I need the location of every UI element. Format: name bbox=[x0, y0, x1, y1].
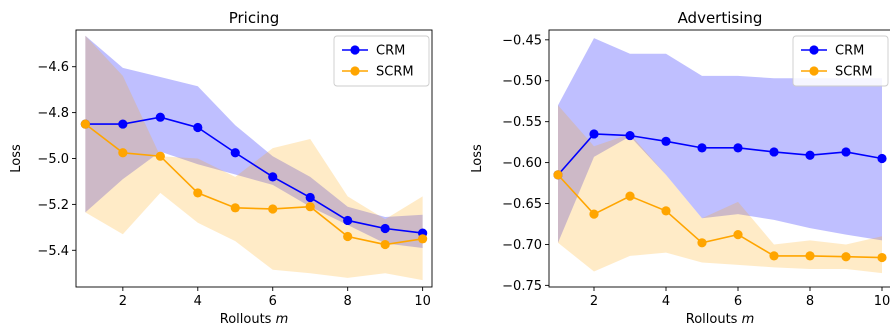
x-tick-label: 6 bbox=[269, 294, 277, 309]
axes-frame bbox=[548, 29, 890, 288]
y-tick-label: −4.6 bbox=[37, 60, 69, 75]
y-tick-label: −5.0 bbox=[37, 152, 69, 167]
data-point-crm bbox=[193, 122, 203, 133]
legend: CRM SCRM bbox=[792, 35, 889, 87]
data-point-scrm bbox=[733, 230, 743, 240]
legend-label-crm: CRM bbox=[835, 44, 864, 59]
series-band-crm bbox=[85, 35, 423, 248]
series-line-crm bbox=[557, 133, 883, 176]
legend: CRM SCRM bbox=[333, 35, 430, 87]
series-line-scrm bbox=[84, 123, 423, 246]
data-point-scrm bbox=[305, 202, 315, 212]
y-axis-label: Loss bbox=[470, 144, 485, 173]
data-point-crm bbox=[625, 130, 635, 141]
x-tick-label: 10 bbox=[874, 294, 890, 309]
x-tick-label: 2 bbox=[119, 294, 127, 309]
data-point-scrm bbox=[118, 148, 128, 158]
y-tick-label: −0.50 bbox=[502, 74, 542, 89]
x-tick-label: 4 bbox=[662, 294, 670, 309]
data-point-scrm bbox=[769, 251, 779, 261]
series-band-scrm bbox=[558, 105, 882, 274]
data-point-scrm bbox=[80, 119, 90, 129]
y-tick-label: −5.4 bbox=[37, 244, 69, 259]
chart-title: Pricing bbox=[229, 9, 280, 27]
legend-label-scrm: SCRM bbox=[376, 65, 414, 80]
data-point-crm bbox=[230, 148, 240, 158]
x-tick-label: 10 bbox=[414, 294, 431, 309]
advertising-chart: 2 4 6 8 10 −0.75 −0.70 −0.65 −0.60 −0.55 −0.50 −0.4… bbox=[470, 9, 890, 326]
data-point-scrm bbox=[193, 188, 203, 198]
series-line-crm bbox=[85, 116, 423, 234]
data-point-scrm bbox=[841, 252, 851, 262]
data-point-scrm bbox=[697, 238, 707, 248]
y-tick-label: −5.2 bbox=[37, 198, 69, 213]
x-tick-label: 4 bbox=[194, 294, 202, 309]
data-point-scrm bbox=[805, 251, 815, 261]
data-point-crm bbox=[380, 223, 390, 234]
series-line-scrm bbox=[557, 174, 883, 259]
y-tick-label: −0.45 bbox=[502, 33, 542, 48]
legend-marker-scrm bbox=[350, 66, 360, 76]
x-axis-label: Rollouts m bbox=[220, 312, 289, 326]
y-tick-label: −0.60 bbox=[502, 156, 542, 171]
legend-label-crm: CRM bbox=[376, 44, 405, 59]
data-point-crm bbox=[118, 119, 128, 129]
data-point-scrm bbox=[155, 151, 165, 161]
legend-marker-scrm bbox=[809, 66, 819, 76]
data-point-crm bbox=[589, 129, 599, 139]
x-tick-label: 6 bbox=[734, 294, 742, 309]
legend-marker-crm bbox=[350, 45, 360, 55]
data-point-crm bbox=[877, 153, 887, 164]
data-point-crm bbox=[155, 112, 165, 122]
data-point-crm bbox=[733, 143, 743, 153]
data-point-crm bbox=[841, 147, 851, 157]
data-point-scrm bbox=[661, 206, 671, 216]
y-tick-label: −0.70 bbox=[502, 238, 542, 253]
x-axis-label: Rollouts m bbox=[686, 312, 755, 326]
data-point-scrm bbox=[230, 203, 240, 213]
data-point-scrm bbox=[625, 191, 635, 201]
data-point-scrm bbox=[380, 239, 390, 250]
series-band-crm bbox=[558, 38, 882, 243]
x-tick-label: 2 bbox=[590, 294, 598, 309]
legend-marker-crm bbox=[809, 45, 819, 55]
data-point-scrm bbox=[553, 170, 563, 180]
data-point-crm bbox=[268, 172, 278, 182]
data-point-scrm bbox=[877, 252, 887, 263]
data-point-crm bbox=[661, 136, 671, 146]
legend-label-scrm: SCRM bbox=[835, 65, 873, 80]
data-point-crm bbox=[697, 143, 707, 153]
x-tick-label: 8 bbox=[806, 294, 814, 309]
data-point-scrm bbox=[343, 231, 353, 242]
series-band-scrm bbox=[85, 35, 423, 281]
data-point-scrm bbox=[589, 209, 599, 219]
data-point-crm bbox=[305, 192, 315, 203]
data-point-crm bbox=[805, 150, 815, 160]
y-axis-label: Loss bbox=[9, 144, 24, 173]
data-point-crm bbox=[769, 147, 779, 157]
chart-title: Advertising bbox=[678, 9, 763, 27]
x-tick-label: 8 bbox=[344, 294, 352, 309]
y-tick-label: −0.55 bbox=[502, 115, 542, 130]
y-tick-label: −4.8 bbox=[37, 106, 69, 121]
data-point-scrm bbox=[418, 234, 428, 244]
pricing-chart: 2 4 6 8 10 −5.4 −5.2 −5.0 −4.8 −4.6 Pricing Rollout… bbox=[9, 9, 433, 326]
y-tick-label: −0.75 bbox=[502, 279, 542, 294]
y-tick-label: −0.65 bbox=[502, 197, 542, 212]
data-point-scrm bbox=[268, 204, 278, 214]
data-point-crm bbox=[343, 215, 353, 226]
